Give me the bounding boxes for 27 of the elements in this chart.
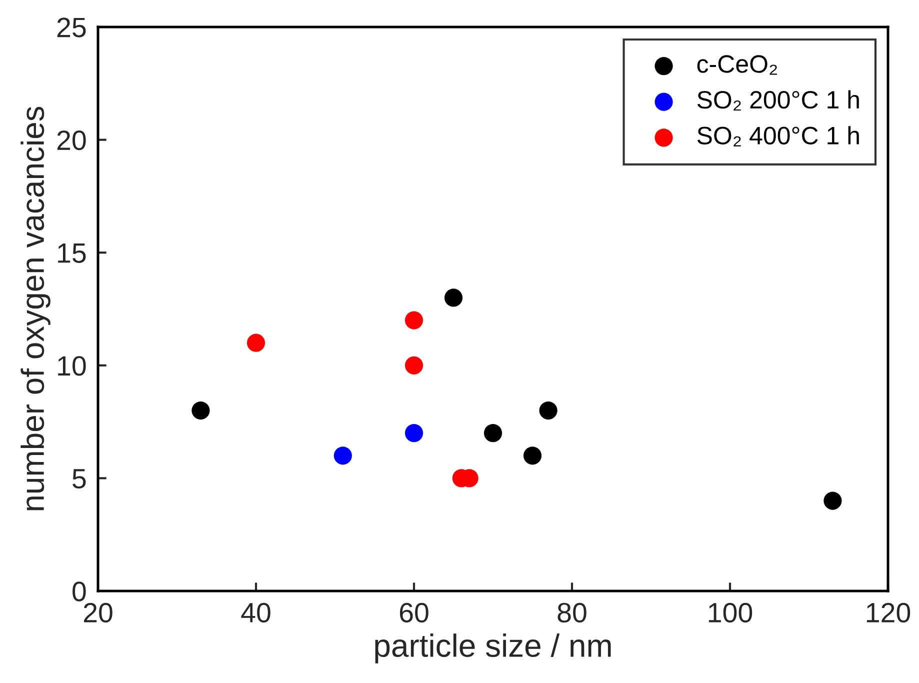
- point: [523, 446, 542, 465]
- point: [404, 311, 424, 330]
- y-axis-title: number of oxygen vacancies: [20, 106, 50, 510]
- x-tick-label: 80: [558, 602, 586, 623]
- y-tick-label: 25: [57, 18, 86, 38]
- point: [192, 401, 210, 420]
- x-axis-title: particle size / nm: [375, 634, 611, 664]
- point: [404, 424, 424, 442]
- x-tick-label: 120: [866, 602, 910, 623]
- y-tick-label: 0: [72, 582, 86, 602]
- point: [404, 356, 424, 374]
- y-tick-label: 15: [58, 244, 86, 263]
- y-tick-label: 5: [72, 469, 86, 489]
- point: [539, 401, 558, 420]
- x-tick-label: 40: [241, 602, 270, 623]
- point: [334, 446, 352, 465]
- x-tick-label: 100: [708, 602, 752, 623]
- legend-label: SO₂ 400°C 1 h: [697, 126, 859, 146]
- x-tick-label: 60: [400, 602, 428, 623]
- point: [444, 288, 463, 307]
- legend-label: c-CeO₂: [697, 55, 777, 75]
- y-tick-label: 10: [58, 356, 86, 376]
- legend-label: SO₂ 200°C 1 h: [697, 90, 859, 111]
- point: [246, 334, 266, 352]
- y-tick-label: 20: [57, 130, 86, 150]
- point: [824, 492, 842, 510]
- point: [484, 424, 502, 442]
